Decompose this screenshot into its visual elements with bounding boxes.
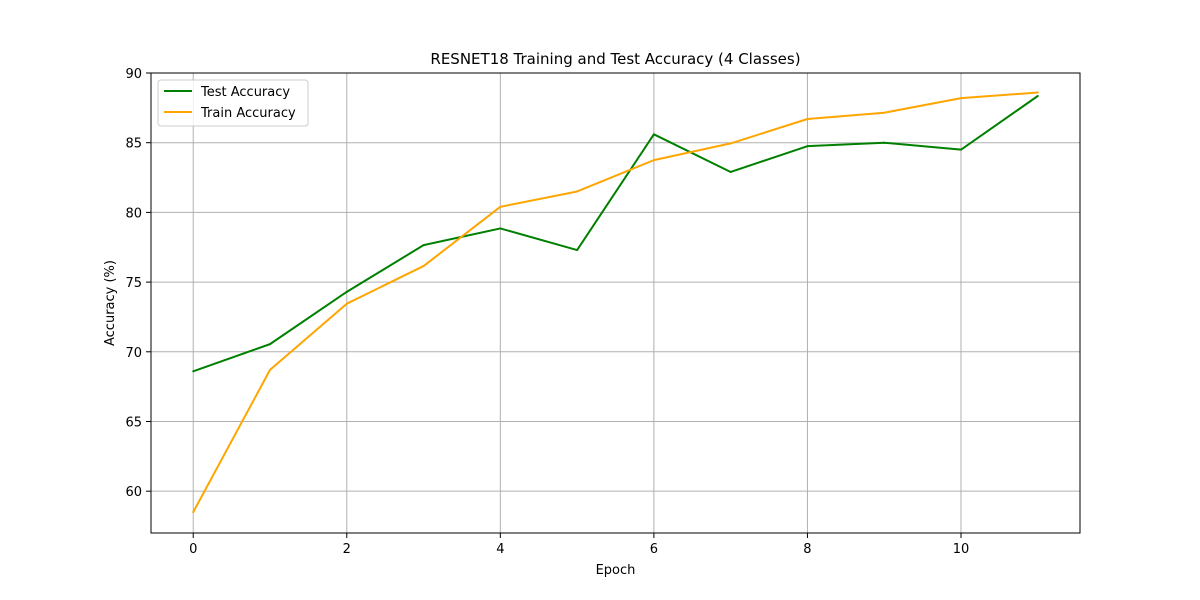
data-point <box>729 142 732 145</box>
data-point <box>345 302 348 305</box>
series-layer <box>192 91 1039 514</box>
data-point <box>192 370 195 373</box>
data-point <box>422 265 425 268</box>
legend-label: Train Accuracy <box>200 106 296 121</box>
data-point <box>959 148 962 151</box>
data-point <box>192 511 195 514</box>
data-point <box>883 111 886 114</box>
data-point <box>576 249 579 252</box>
data-point <box>652 133 655 136</box>
x-tick-label: 6 <box>650 542 658 557</box>
data-point <box>1036 91 1039 94</box>
x-tick-label: 0 <box>189 542 197 557</box>
y-tick-label: 90 <box>125 67 142 82</box>
x-tick-label: 2 <box>343 542 351 557</box>
ticks: 0 2 4 6 8 10 60 65 70 75 80 85 90 <box>125 67 969 557</box>
y-tick-label: 85 <box>125 137 142 152</box>
data-point <box>345 290 348 293</box>
y-tick-label: 60 <box>125 485 142 500</box>
x-tick-label: 8 <box>803 542 811 557</box>
chart-title: RESNET18 Training and Test Accuracy (4 C… <box>430 50 800 68</box>
y-tick-label: 80 <box>125 206 142 221</box>
data-point <box>1036 95 1039 97</box>
data-point <box>499 227 502 230</box>
x-tick-label: 4 <box>496 542 504 557</box>
data-point <box>729 170 732 173</box>
data-point <box>269 368 272 371</box>
grid <box>151 72 1080 533</box>
series-line-1 <box>192 91 1038 513</box>
data-point <box>499 205 502 208</box>
data-point <box>883 141 886 144</box>
y-tick-label: 65 <box>125 415 142 430</box>
plot-frame <box>150 72 1081 534</box>
y-tick-label: 75 <box>125 276 142 291</box>
data-point <box>422 244 425 247</box>
legend-box <box>157 79 309 127</box>
legend-label: Test Accuracy <box>200 85 290 100</box>
data-point <box>652 159 655 162</box>
data-point <box>576 190 579 193</box>
x-axis-label: Epoch <box>596 563 636 578</box>
data-point <box>959 97 962 100</box>
data-point <box>806 118 809 120</box>
y-axis-label: Accuracy (%) <box>103 260 118 346</box>
y-tick-label: 70 <box>125 346 142 361</box>
x-tick-label: 10 <box>953 542 970 557</box>
legend: Test Accuracy Train Accuracy <box>157 79 309 127</box>
data-point <box>269 343 272 346</box>
series-line-0 <box>192 95 1039 373</box>
data-point <box>806 145 809 148</box>
